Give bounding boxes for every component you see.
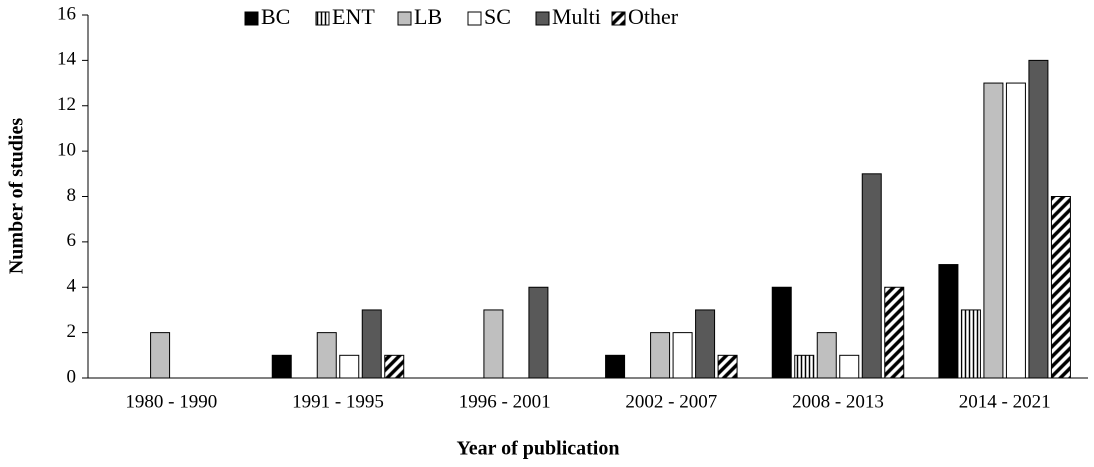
bar	[938, 264, 959, 379]
legend-swatch	[315, 11, 330, 26]
bar	[271, 354, 292, 379]
y-tick-label: 4	[67, 276, 77, 297]
x-tick-label: 2008 - 2013	[792, 391, 884, 412]
bar	[650, 332, 671, 379]
legend-swatch	[611, 11, 626, 26]
bar	[1050, 196, 1071, 379]
legend-label: SC	[484, 4, 511, 29]
x-tick-label: 1991 - 1995	[292, 391, 384, 412]
legend-label: Multi	[552, 4, 601, 29]
bar	[483, 309, 504, 379]
bar	[361, 309, 382, 379]
bar	[983, 82, 1004, 379]
bar	[861, 173, 882, 379]
y-tick-label: 16	[57, 3, 76, 24]
bar	[884, 286, 905, 379]
legend-label: BC	[261, 4, 290, 29]
bar	[960, 309, 981, 379]
y-tick-label: 14	[57, 49, 77, 70]
legend-swatch	[397, 11, 412, 26]
legend-swatch	[244, 11, 259, 26]
legend-label: ENT	[332, 4, 375, 29]
legend-swatch	[535, 11, 550, 26]
bar	[605, 354, 626, 379]
bar	[794, 354, 815, 379]
y-tick-label: 12	[57, 94, 76, 115]
bar	[150, 332, 171, 379]
bar	[1028, 59, 1049, 379]
y-tick-label: 2	[67, 321, 77, 342]
bar	[717, 354, 738, 379]
bar	[695, 309, 716, 379]
bar	[339, 354, 360, 379]
legend-label: LB	[414, 4, 442, 29]
x-tick-label: 2014 - 2021	[959, 391, 1051, 412]
bar	[771, 286, 792, 379]
y-axis-title: Number of studies	[6, 118, 28, 275]
x-tick-label: 2002 - 2007	[625, 391, 717, 412]
legend-label: Other	[628, 4, 679, 29]
bar	[672, 332, 693, 379]
y-tick-label: 10	[57, 139, 76, 160]
x-tick-label: 1980 - 1990	[125, 391, 217, 412]
bar	[839, 354, 860, 379]
legend-swatch	[467, 11, 482, 26]
bar	[1005, 82, 1026, 379]
bar	[816, 332, 837, 379]
x-axis-title: Year of publication	[457, 438, 620, 460]
y-tick-label: 0	[67, 366, 77, 387]
bar	[384, 354, 405, 379]
x-tick-label: 1996 - 2001	[459, 391, 551, 412]
y-tick-label: 6	[67, 230, 77, 251]
y-tick-label: 8	[67, 185, 77, 206]
bar	[316, 332, 337, 379]
bar	[528, 286, 549, 379]
